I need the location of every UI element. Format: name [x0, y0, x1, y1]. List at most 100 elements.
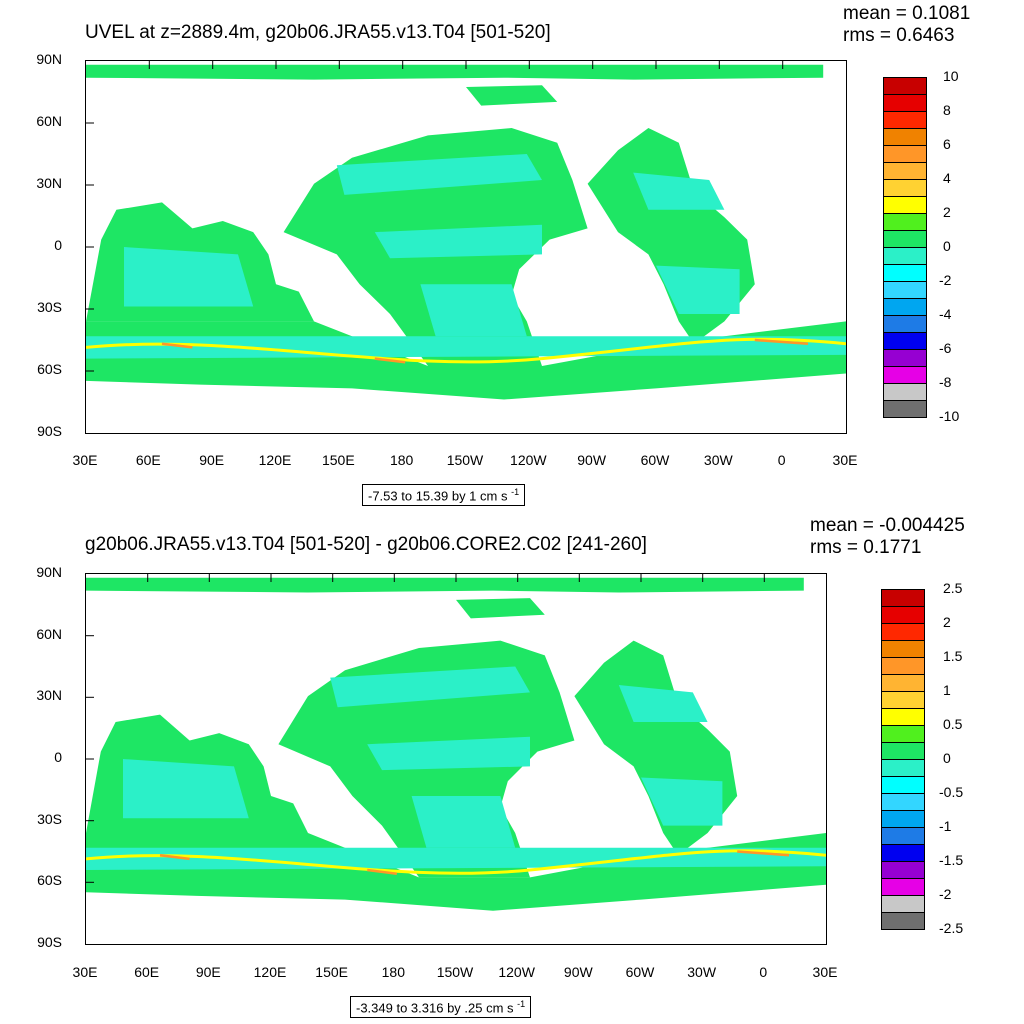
top-mean-stat: mean = 0.1081 — [843, 3, 971, 24]
colorbar-tick-label: 0 — [943, 750, 951, 766]
colorbar-swatch — [881, 691, 925, 709]
colorbar-swatch — [883, 94, 927, 112]
southern-ocean-band — [86, 336, 846, 359]
colorbar-swatch — [883, 247, 927, 265]
longitude-label: 150E — [315, 964, 348, 980]
bottom-colorbar — [881, 589, 925, 930]
colorbar-swatch — [883, 128, 927, 146]
pacific-band-south — [420, 284, 527, 337]
colorbar-swatch — [883, 111, 927, 129]
colorbar-swatch — [883, 162, 927, 180]
jet-maxima — [159, 850, 790, 875]
pacific-band-north — [336, 154, 542, 195]
longitude-label: 180 — [389, 452, 414, 468]
top-map-field — [86, 61, 846, 400]
colorbar-tick-label: 2 — [943, 204, 951, 220]
colorbar-tick-label: 8 — [943, 102, 951, 118]
bottom-rms-stat: rms = 0.1771 — [810, 537, 922, 558]
colorbar-swatch — [881, 878, 925, 896]
circumpolar-jet — [86, 849, 826, 875]
latitude-label: 30S — [37, 810, 62, 827]
latitude-label: 30N — [36, 687, 62, 704]
longitude-label: 60W — [625, 964, 655, 980]
top-map-title: UVEL at z=2889.4m, g20b06.JRA55.v13.T04 … — [85, 22, 551, 43]
colorbar-swatch — [883, 281, 927, 299]
latitude-label: 60N — [36, 113, 62, 129]
longitude-label: 120W — [498, 964, 535, 980]
circumpolar-jet — [86, 337, 846, 364]
longitude-label: 150W — [436, 964, 474, 980]
latitude-label: 90S — [37, 934, 62, 950]
bottom-range-text: -3.349 to 3.316 by .25 cm s — [356, 1000, 514, 1016]
bottom-map-title: g20b06.JRA55.v13.T04 [501-520] - g20b06.… — [85, 534, 647, 555]
latitude-label: 30S — [37, 299, 62, 315]
longitude-label: 30E — [72, 452, 98, 468]
colorbar-tick-label: -2 — [939, 272, 952, 288]
longitude-label: 90E — [195, 964, 221, 980]
colorbar-tick-label: -4 — [939, 306, 952, 322]
colorbar-swatch — [883, 298, 927, 316]
colorbar-swatch — [881, 725, 925, 743]
colorbar-swatch — [883, 179, 927, 197]
colorbar-swatch — [881, 895, 925, 913]
top-colorbar — [883, 77, 927, 418]
latitude-label: 90N — [36, 51, 62, 67]
colorbar-swatch — [881, 657, 925, 675]
colorbar-swatch — [881, 827, 925, 845]
colorbar-swatch — [881, 810, 925, 828]
longitude-label: 30W — [687, 964, 717, 980]
pacific-band-equator — [367, 736, 530, 771]
colorbar-tick-label: -6 — [939, 340, 952, 356]
bottom-map-plot — [85, 573, 827, 945]
longitude-label: 30E — [812, 964, 838, 980]
longitude-label: 60W — [640, 452, 670, 468]
latitude-label: 0 — [54, 237, 62, 253]
bottom-map-field — [86, 574, 826, 911]
colorbar-swatch — [883, 349, 927, 367]
colorbar-tick-label: 4 — [943, 170, 951, 186]
top-map-plot — [85, 60, 847, 434]
colorbar-tick-label: 6 — [943, 136, 951, 152]
colorbar-swatch — [881, 844, 925, 862]
pacific-band-north — [330, 666, 530, 708]
longitude-label: 30E — [832, 452, 858, 468]
colorbar-swatch — [881, 793, 925, 811]
colorbar-swatch — [883, 315, 927, 333]
colorbar-tick-label: 0.5 — [943, 716, 963, 732]
colorbar-tick-label: 0 — [943, 238, 951, 254]
top-map-panel: UVEL at z=2889.4m, g20b06.JRA55.v13.T04 … — [36, 3, 971, 507]
colorbar-swatch — [883, 366, 927, 384]
longitude-label: 150W — [446, 452, 484, 468]
colorbar-tick-label: -1 — [939, 818, 952, 834]
bottom-contour-range: -3.349 to 3.316 by .25 cm s -1 — [350, 996, 532, 1019]
colorbar-tick-label: -1.5 — [939, 852, 964, 868]
colorbar-swatch — [883, 77, 927, 95]
colorbar-swatch — [883, 383, 927, 401]
top-rms-stat: rms = 0.6463 — [843, 25, 955, 46]
longitude-label: 120E — [258, 452, 292, 468]
top-range-text: -7.53 to 15.39 by 1 cm s — [368, 488, 508, 504]
latitude-label: 60S — [37, 361, 62, 377]
southern-ocean-band — [86, 847, 826, 870]
longitude-label: 0 — [759, 964, 768, 980]
arctic-fragment — [466, 85, 558, 106]
colorbar-tick-label: -2.5 — [939, 920, 964, 936]
colorbar-swatch — [881, 912, 925, 930]
colorbar-swatch — [883, 213, 927, 231]
arctic-fragment — [456, 598, 545, 619]
colorbar-swatch — [881, 606, 925, 624]
longitude-label: 180 — [381, 964, 405, 980]
colorbar-swatch — [883, 145, 927, 163]
arctic-ocean — [86, 577, 804, 593]
colorbar-tick-label: -8 — [939, 374, 952, 390]
longitude-label: 120E — [253, 964, 287, 980]
colorbar-swatch — [883, 230, 927, 248]
longitude-label: 60E — [134, 964, 160, 980]
bottom-mean-stat: mean = -0.004425 — [810, 515, 965, 536]
latitude-label: 60N — [36, 625, 62, 642]
pacific-band-equator — [374, 224, 542, 259]
colorbar-swatch — [881, 623, 925, 641]
latitude-label: 0 — [54, 749, 62, 765]
colorbar-swatch — [881, 742, 925, 760]
colorbar-tick-label: 2 — [943, 614, 951, 630]
